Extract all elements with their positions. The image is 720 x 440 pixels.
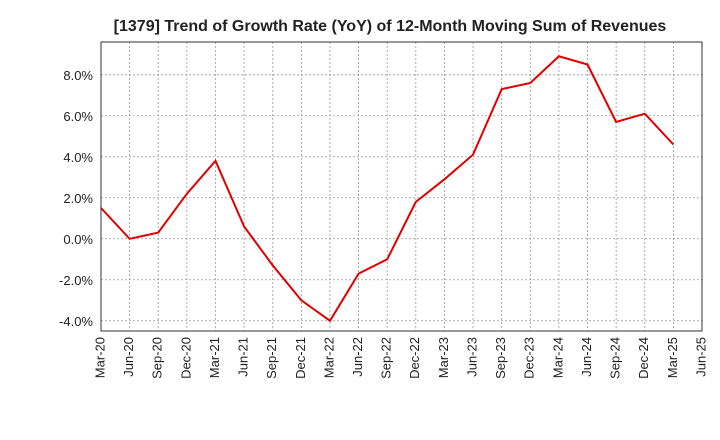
- x-tick-label: Jun-23: [464, 337, 479, 377]
- x-tick-label: Sep-24: [608, 337, 623, 379]
- x-tick-label: Jun-21: [236, 337, 251, 377]
- y-tick-label: -2.0%: [59, 273, 93, 288]
- y-tick-label: 6.0%: [63, 109, 93, 124]
- y-axis: -4.0% -2.0% 0.0% 2.0% 4.0% 6.0% 8.0%: [59, 68, 93, 329]
- series-group: [100, 55, 675, 323]
- x-tick-label: Mar-24: [550, 337, 565, 378]
- x-tick-label: Jun-22: [350, 337, 365, 377]
- x-tick-label: Jun-25: [693, 337, 708, 377]
- x-tick-label: Mar-25: [665, 337, 680, 378]
- x-tick-label: Mar-22: [321, 337, 336, 378]
- x-tick-label: Dec-22: [407, 337, 422, 379]
- grid: [101, 42, 702, 331]
- x-axis: Mar-20 Jun-20 Sep-20 Dec-20 Mar-21 Jun-21 Sep-…: [92, 337, 708, 379]
- y-tick-label: 4.0%: [63, 150, 93, 165]
- x-tick-label: Dec-20: [178, 337, 193, 379]
- x-tick-label: Sep-20: [150, 337, 165, 379]
- x-tick-label: Jun-24: [579, 337, 594, 377]
- x-tick-label: Mar-21: [207, 337, 222, 378]
- x-tick-label: Jun-20: [121, 337, 136, 377]
- plot-frame: [100, 41, 703, 332]
- x-tick-label: Dec-21: [293, 337, 308, 379]
- y-tick-label: -4.0%: [59, 314, 93, 329]
- x-tick-label: Dec-23: [522, 337, 537, 379]
- x-tick-label: Mar-23: [436, 337, 451, 378]
- x-tick-label: Mar-20: [92, 337, 107, 378]
- x-tick-label: Sep-21: [264, 337, 279, 379]
- x-tick-label: Dec-24: [636, 337, 651, 379]
- series-line: [100, 55, 675, 323]
- x-tick-label: Sep-23: [493, 337, 508, 379]
- y-tick-label: 2.0%: [63, 191, 93, 206]
- y-tick-label: 8.0%: [63, 68, 93, 83]
- x-tick-label: Sep-22: [379, 337, 394, 379]
- chart-title: [1379] Trend of Growth Rate (YoY) of 12-…: [114, 18, 667, 35]
- y-tick-label: 0.0%: [63, 232, 93, 247]
